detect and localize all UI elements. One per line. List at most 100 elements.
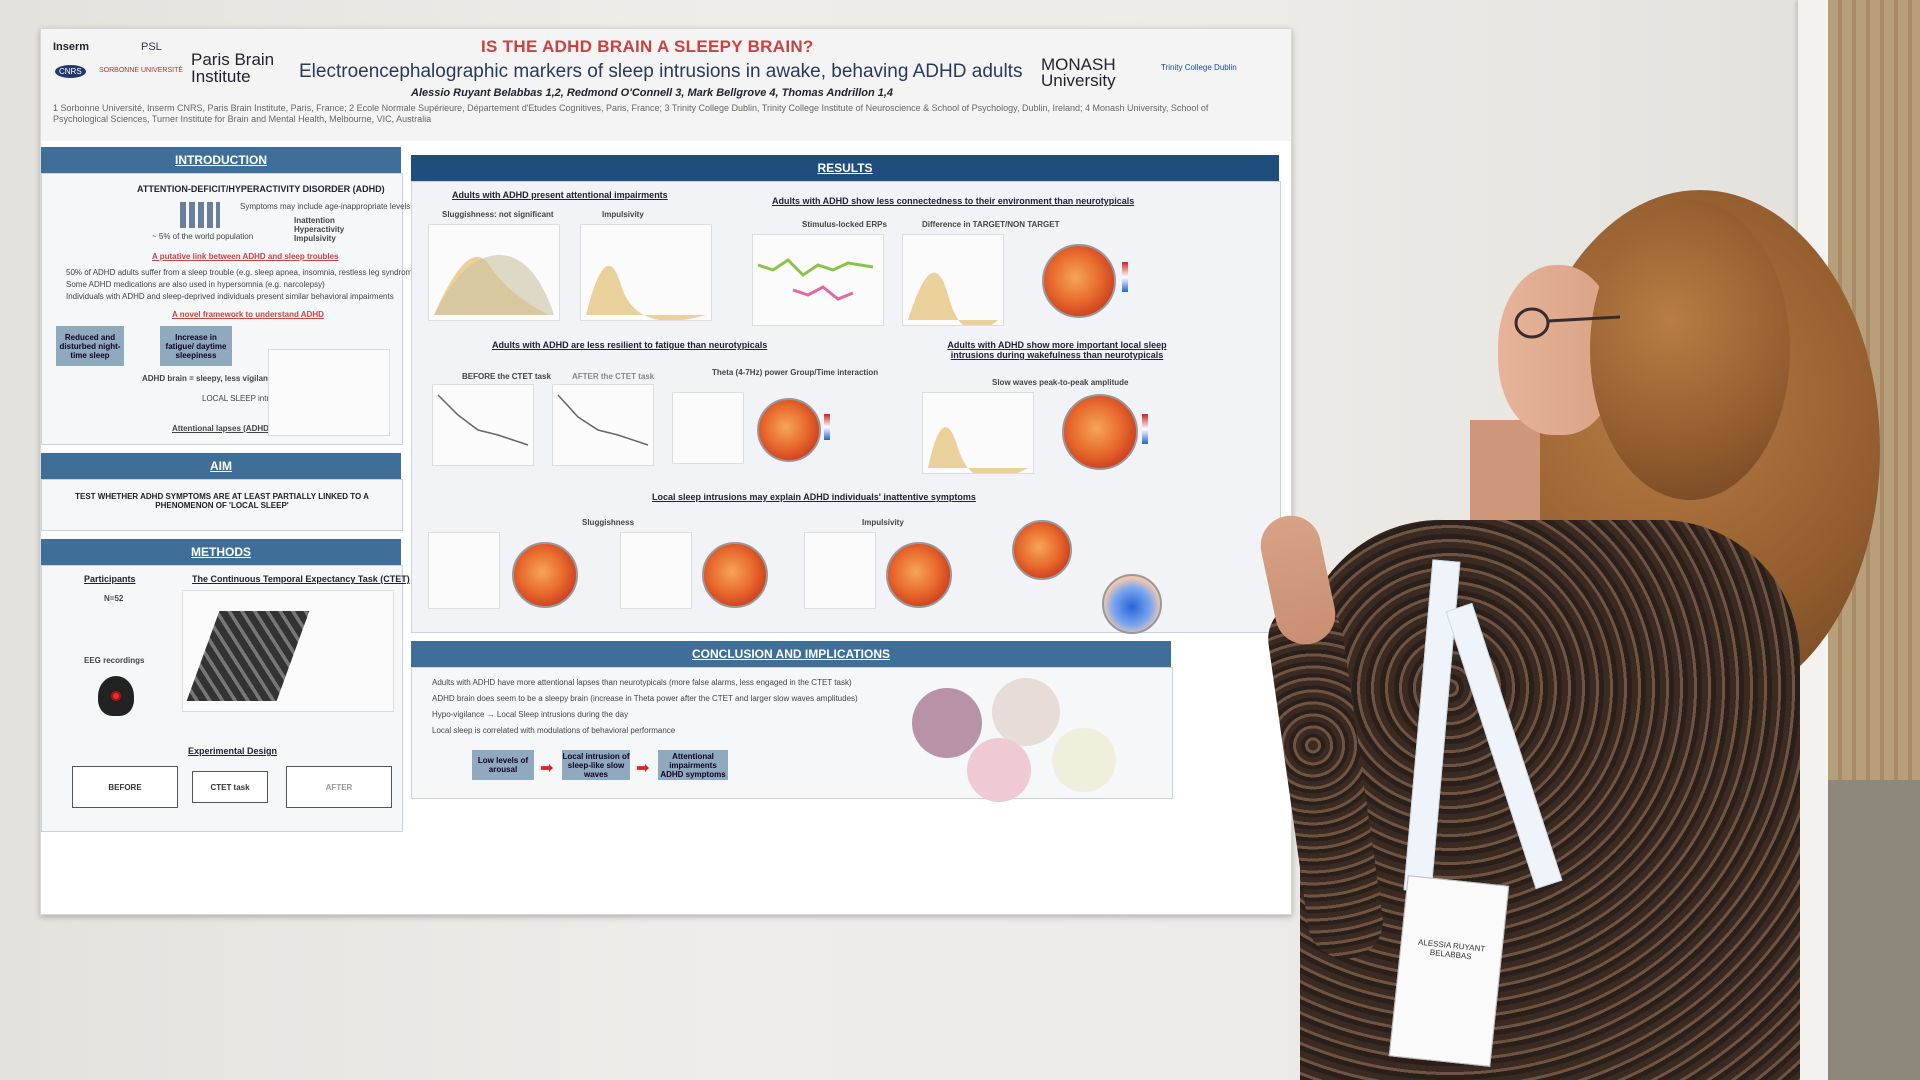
before-box: BEFORE <box>72 766 178 808</box>
poster-title: IS THE ADHD BRAIN A SLEEPY BRAIN? <box>481 37 814 56</box>
implication-bubble-2 <box>992 678 1060 746</box>
poster-authors: Alessio Ruyant Belabbas 1,2, Redmond O'C… <box>411 87 894 99</box>
framework-box-fatigue: Increase in fatigue/ daytime sleepiness <box>160 326 232 366</box>
link-item-3: Individuals with ADHD and sleep-deprived… <box>66 292 394 301</box>
ctet-task-heading: The Continuous Temporal Expectancy Task … <box>192 574 410 584</box>
after-box: AFTER <box>286 766 392 808</box>
framework-heading: A novel framework to understand ADHD <box>172 310 324 319</box>
theta-after-plot <box>552 384 654 466</box>
flow-box-1: Low levels of arousal <box>472 750 534 780</box>
design-label: Experimental Design <box>188 746 278 756</box>
theta-after-curve <box>557 394 649 446</box>
topography-map-7 <box>1012 520 1072 580</box>
inserm-logo: Inserm <box>53 41 90 53</box>
result-5-b: Impulsivity <box>862 518 904 527</box>
topography-map-1 <box>1042 244 1116 318</box>
erp-traces <box>757 258 874 301</box>
aim-heading: AIM <box>41 453 401 479</box>
result-1-b: Impulsivity <box>602 210 644 219</box>
adhd-title: ATTENTION-DEFICIT/HYPERACTIVITY DISORDER… <box>137 184 385 194</box>
sluggishness-density <box>434 255 554 315</box>
topography-map-8 <box>1102 574 1162 634</box>
framework-diagram <box>268 349 390 436</box>
framework-note: ADHD brain = sleepy, less vigilant <box>142 374 271 383</box>
conclusion-heading: CONCLUSION AND IMPLICATIONS <box>411 641 1171 667</box>
eeg-cap-icon <box>98 676 134 716</box>
impulsivity-plot <box>580 224 712 321</box>
ctet-stimuli <box>186 611 310 701</box>
flow-box-2: Local intrusion of sleep-like slow waves <box>562 750 630 780</box>
implication-bubble-3 <box>967 738 1031 802</box>
eeg-label: EEG recordings <box>84 656 145 665</box>
difference-density <box>908 272 998 331</box>
participants-label: Participants <box>84 574 136 584</box>
badge-name: ALESSIA RUYANT BELABBAS <box>1417 937 1486 962</box>
result-1-heading: Adults with ADHD present attentional imp… <box>452 190 668 200</box>
people-icon <box>180 202 220 228</box>
colorbar-1 <box>1122 262 1128 292</box>
person-hair-front <box>1590 200 1790 500</box>
ctet-box: CTET task <box>192 771 268 803</box>
background-floor <box>1828 780 1920 1080</box>
implication-bubble-1 <box>912 688 982 758</box>
conclusion-item-4: Local sleep is correlated with modulatio… <box>432 726 676 735</box>
theta-before-curve <box>437 394 529 446</box>
ctet-diagram <box>182 590 394 712</box>
topography-map-5 <box>702 542 768 608</box>
result-5-heading: Local sleep intrusions may explain ADHD … <box>652 492 976 502</box>
link-item-1: 50% of ADHD adults suffer from a sleep t… <box>66 268 431 277</box>
participants-n: N=52 <box>104 594 124 603</box>
flow-arrow-2: ➡ <box>636 760 650 777</box>
conclusion-section: Adults with ADHD have more attentional l… <box>411 667 1173 802</box>
colorbar-2 <box>824 414 830 440</box>
monash-logo: MONASH University <box>1041 55 1116 90</box>
symptoms-note: Symptoms may include age-inappropriate l… <box>240 202 420 211</box>
scatter-plot-2 <box>620 532 692 609</box>
link-item-2: Some ADHD medications are also used in h… <box>66 280 325 289</box>
slow-waves-density <box>928 427 1028 480</box>
psl-logo: PSL <box>141 41 162 53</box>
result-3-a: BEFORE the CTET task <box>462 372 551 381</box>
aim-section: TEST WHETHER ADHD SYMPTOMS ARE AT LEAST … <box>41 479 403 531</box>
result-3-c: Theta (4-7Hz) power Group/Time interacti… <box>712 368 879 377</box>
flow-box-3: Attentional impairments ADHD symptoms <box>658 750 728 780</box>
theta-violin-plot <box>672 392 744 464</box>
results-section: Adults with ADHD present attentional imp… <box>411 181 1281 634</box>
methods-section: Participants N=52 The Continuous Tempora… <box>41 565 410 832</box>
slow-waves-plot <box>922 392 1034 480</box>
impulsivity-density <box>586 265 706 321</box>
glasses-icon <box>1514 307 1620 339</box>
result-2-heading: Adults with ADHD show less connectedness… <box>772 196 1135 206</box>
conclusion-item-1: Adults with ADHD have more attentional l… <box>432 678 852 687</box>
symptom-3: Impulsivity <box>294 234 336 243</box>
methods-heading: METHODS <box>41 539 401 565</box>
result-2-a: Stimulus-locked ERPs <box>802 220 887 229</box>
poster-affiliations: 1 Sorbonne Université, Inserm CNRS, Pari… <box>53 103 1209 124</box>
scatter-plot-1 <box>428 532 500 609</box>
scatter-plot-3 <box>804 532 876 609</box>
results-heading: RESULTS <box>411 155 1279 181</box>
result-2-b: Difference in TARGET/NON TARGET <box>922 220 1060 229</box>
trinity-logo: Trinity College Dublin <box>1161 63 1237 72</box>
introduction-heading: INTRODUCTION <box>41 147 401 173</box>
paris-brain-logo: Paris Brain Institute <box>191 50 275 86</box>
aim-text: TEST WHETHER ADHD SYMPTOMS ARE AT LEAST … <box>75 492 369 510</box>
population-note: ~ 5% of the world population <box>152 232 254 241</box>
poster-subtitle: Electroencephalographic markers of sleep… <box>299 61 1023 82</box>
difference-plot <box>902 234 1004 331</box>
local-sleep-note: LOCAL SLEEP intrusions <box>202 394 293 403</box>
topography-map-2 <box>757 398 821 462</box>
framework-box-night-sleep: Reduced and disturbed night-time sleep <box>56 326 124 366</box>
topography-map-4 <box>512 542 578 608</box>
result-4-heading: Adults with ADHD show more important loc… <box>947 340 1167 360</box>
theta-before-plot <box>432 384 534 466</box>
result-4-a: Slow waves peak-to-peak amplitude <box>992 378 1129 387</box>
name-badge: ALESSIA RUYANT BELABBAS <box>1388 875 1510 1067</box>
result-3-heading: Adults with ADHD are less resilient to f… <box>492 340 768 350</box>
conclusion-item-2: ADHD brain does seem to be a sleepy brai… <box>432 694 858 703</box>
introduction-section: ATTENTION-DEFICIT/HYPERACTIVITY DISORDER… <box>41 173 430 445</box>
poster: Inserm PSL CNRS SORBONNE UNIVERSITÉ Pari… <box>40 28 1292 915</box>
result-1-a: Sluggishness: not significant <box>442 210 554 219</box>
cnrs-logo: CNRS <box>55 65 86 78</box>
